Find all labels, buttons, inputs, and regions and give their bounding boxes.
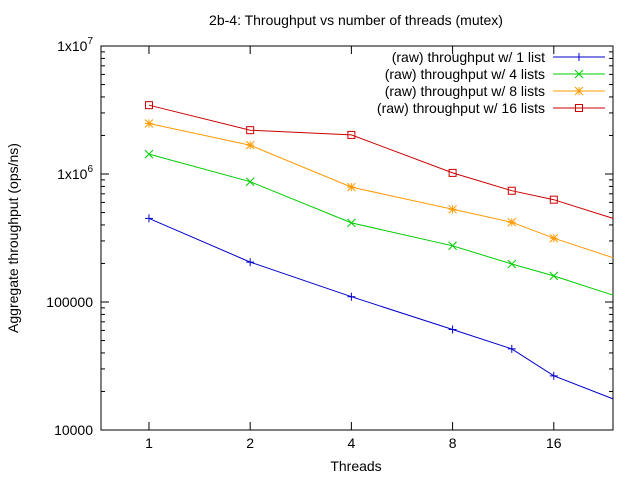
x-tick-label: 4 — [347, 435, 355, 451]
data-point — [347, 218, 356, 228]
y-tick-label: 100000 — [46, 294, 93, 310]
series-lines — [144, 101, 614, 400]
legend-item: (raw) throughput w/ 8 lists — [385, 83, 605, 99]
data-point — [448, 241, 457, 251]
data-point — [144, 119, 154, 128]
data-point — [144, 101, 153, 110]
series-line — [148, 123, 614, 259]
data-point — [245, 140, 255, 150]
data-point — [574, 86, 584, 96]
data-point — [507, 344, 516, 353]
data-point — [144, 214, 153, 223]
data-point — [347, 182, 356, 192]
legend-label: (raw) throughput w/ 4 lists — [385, 66, 545, 82]
x-tick-label: 2 — [246, 435, 254, 451]
series-line — [148, 104, 614, 219]
data-point — [507, 186, 516, 195]
legend-item: (raw) throughput w/ 16 lists — [377, 100, 605, 116]
data-point — [246, 258, 255, 267]
plot-frame — [100, 45, 614, 431]
x-axis-label: Threads — [330, 458, 381, 474]
x-tick-label: 1 — [145, 435, 153, 451]
data-point — [448, 168, 457, 177]
legend-label: (raw) throughput w/ 8 lists — [385, 83, 545, 99]
data-point — [245, 177, 255, 187]
legend: (raw) throughput w/ 1 list(raw) throughp… — [377, 49, 605, 116]
data-point — [448, 325, 457, 334]
data-point — [347, 130, 356, 139]
data-point — [574, 69, 584, 79]
x-tick-label: 16 — [546, 435, 562, 451]
x-tick-label: 8 — [449, 435, 457, 451]
legend-label: (raw) throughput w/ 16 lists — [377, 100, 545, 116]
axis-ticks: 1 2 4 8 16 10000 100000 1x106 1x107 — [46, 36, 613, 451]
series — [144, 101, 614, 219]
data-point — [549, 271, 559, 281]
y-tick-label: 10000 — [54, 422, 93, 438]
series — [144, 214, 614, 400]
data-point — [575, 104, 583, 112]
y-axis-label: Aggregate throughput (ops/ns) — [5, 143, 21, 333]
data-point — [549, 195, 558, 204]
legend-item: (raw) throughput w/ 4 lists — [385, 66, 605, 82]
data-point — [246, 126, 255, 135]
data-point — [347, 292, 356, 301]
chart-title: 2b-4: Throughput vs number of threads (m… — [209, 12, 503, 28]
series-line — [148, 217, 614, 400]
legend-item: (raw) throughput w/ 1 list — [392, 49, 605, 65]
series-line — [148, 153, 614, 296]
y-tick-label: 1x106 — [57, 164, 93, 182]
data-point — [144, 149, 154, 159]
series — [144, 149, 614, 296]
legend-label: (raw) throughput w/ 1 list — [392, 49, 545, 65]
data-point — [507, 259, 517, 269]
data-point — [549, 371, 558, 380]
data-point — [448, 204, 457, 214]
data-point — [507, 217, 517, 227]
y-tick-label: 1x107 — [57, 36, 93, 54]
data-point — [575, 53, 583, 61]
series — [144, 119, 614, 259]
data-point — [549, 233, 559, 243]
